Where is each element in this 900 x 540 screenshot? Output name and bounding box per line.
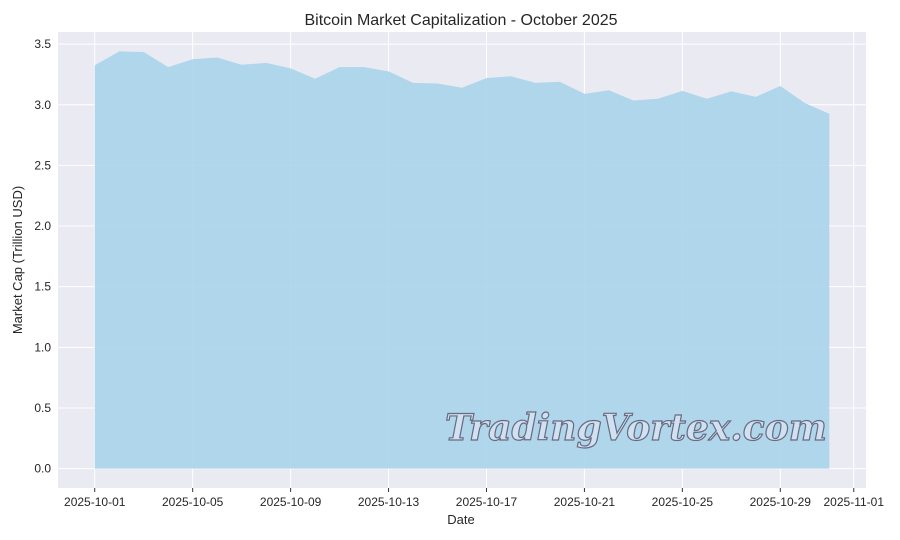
watermark-logo: TradingVortex.com — [445, 407, 827, 449]
area-series — [94, 51, 830, 469]
x-axis-ticks: 2025-10-01 2025-10-05 2025-10-09 2025-10-13… — [64, 488, 884, 509]
x-tick-label: 2025-10-25 — [652, 495, 714, 509]
x-axis-label: Date — [447, 512, 474, 527]
x-tick-label: 2025-10-05 — [162, 495, 224, 509]
x-tick-label: 2025-10-29 — [750, 495, 812, 509]
x-tick-label: 2025-11-01 — [824, 495, 885, 509]
y-tick-label: 2.0 — [34, 219, 51, 233]
y-tick-label: 1.5 — [34, 280, 51, 294]
y-tick-label: 1.0 — [34, 340, 51, 354]
y-tick-label: 0.0 — [34, 462, 51, 476]
y-tick-label: 0.5 — [34, 401, 51, 415]
y-tick-label: 2.5 — [34, 158, 51, 172]
area-fill — [94, 51, 830, 469]
x-tick-label: 2025-10-09 — [260, 495, 322, 509]
y-tick-label: 3.0 — [34, 98, 51, 112]
chart-title: Bitcoin Market Capitalization - October … — [304, 12, 617, 29]
y-axis-ticks: 0.0 0.5 1.0 1.5 2.0 2.5 3.0 3.5 — [34, 37, 51, 475]
y-tick-label: 3.5 — [34, 37, 51, 51]
x-tick-label: 2025-10-13 — [358, 495, 420, 509]
x-tick-label: 2025-10-01 — [64, 495, 126, 509]
x-tick-label: 2025-10-17 — [456, 495, 518, 509]
x-tick-label: 2025-10-21 — [554, 495, 616, 509]
y-axis-label: Market Cap (Trillion USD) — [10, 186, 25, 334]
